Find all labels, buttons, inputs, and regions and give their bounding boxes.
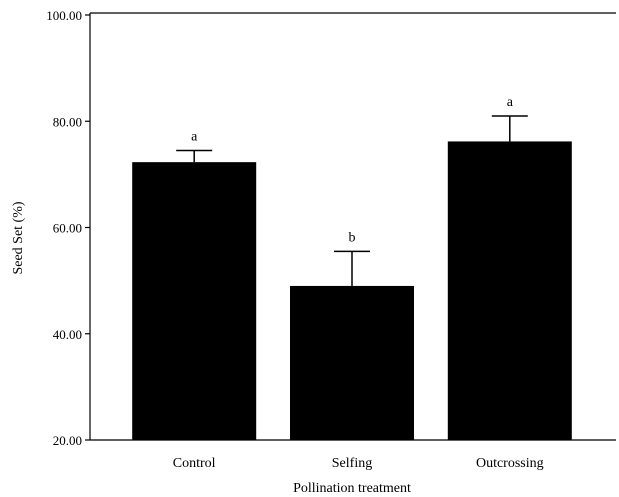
error-bars-group (176, 115, 528, 286)
y-tick-label-2: 60.00 (53, 221, 82, 236)
significance-label-control: a (191, 129, 198, 144)
y-tick-label-3: 80.00 (53, 114, 82, 129)
bar-control (132, 162, 257, 440)
x-axis-title: Pollination treatment (293, 481, 411, 496)
bar-outcrossing (447, 141, 572, 440)
significance-label-outcrossing: a (507, 95, 514, 110)
y-tick-label-1: 40.00 (53, 327, 82, 342)
y-axis-title: Seed Set (%) (11, 201, 26, 274)
y-tick-label-4: 100.00 (46, 8, 82, 23)
y-axis: 20.00 40.00 60.00 80.00 100.00 (46, 8, 90, 448)
category-label-selfing: Selfing (332, 456, 372, 471)
bars-group (132, 141, 572, 440)
category-label-control: Control (173, 456, 216, 471)
significance-label-selfing: b (349, 230, 356, 245)
category-label-outcrossing: Outcrossing (476, 456, 544, 471)
category-labels-group: a Control b Selfing a Outcrossing (173, 95, 544, 471)
y-tick-label-0: 20.00 (53, 433, 82, 448)
bar-selfing (290, 285, 414, 440)
